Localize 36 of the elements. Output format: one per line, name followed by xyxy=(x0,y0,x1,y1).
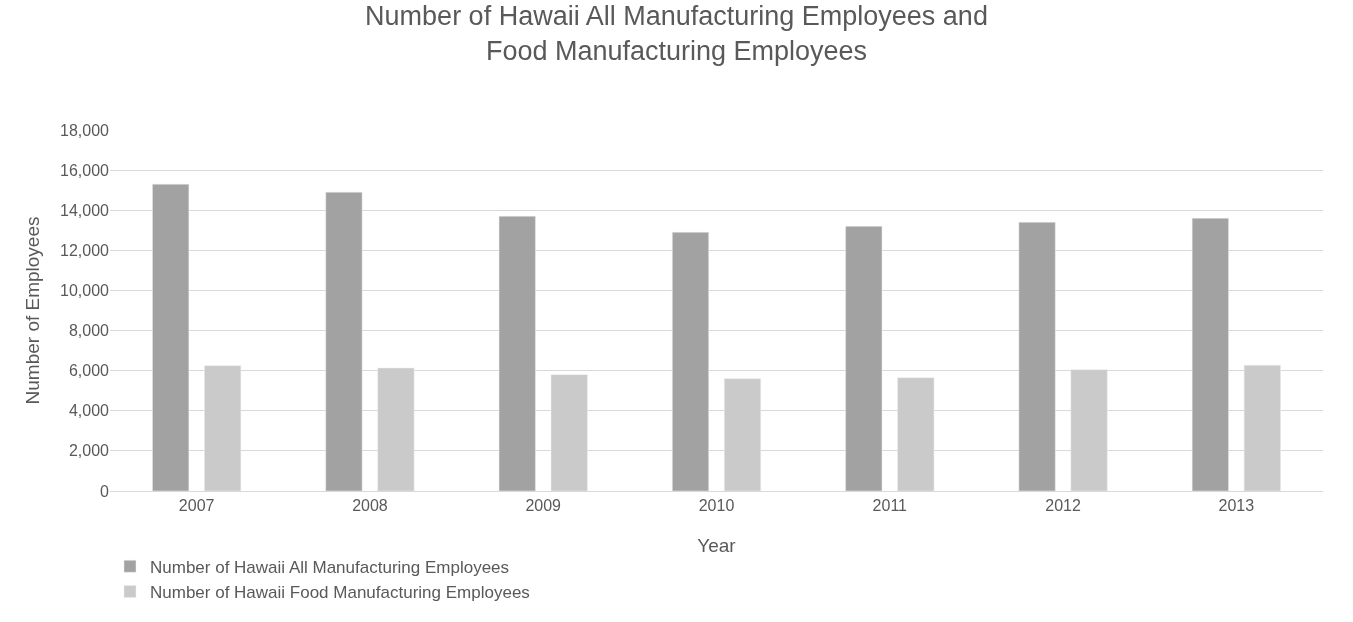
bar xyxy=(152,183,190,491)
bar xyxy=(1070,369,1108,491)
x-tick-label: 2008 xyxy=(352,497,388,515)
y-tick-label: 0 xyxy=(100,482,110,500)
bar xyxy=(550,374,588,491)
chart-title: Number of Hawaii All Manufacturing Employees and Food Manufacturing Employees xyxy=(365,0,988,66)
bar xyxy=(377,367,415,491)
y-axis-title: Number of Employees xyxy=(21,216,43,405)
x-tick-label: 2011 xyxy=(872,497,908,515)
x-tick-label: 2010 xyxy=(698,497,735,515)
y-tick-label: 4,000 xyxy=(68,402,110,420)
x-tick-label: 2009 xyxy=(525,497,562,515)
bar xyxy=(724,378,761,491)
bar xyxy=(672,232,709,491)
x-tick-label: 2012 xyxy=(1045,497,1081,515)
y-tick-label: 10,000 xyxy=(60,282,110,300)
x-tick-label: 2007 xyxy=(178,497,215,515)
y-tick-label: 8,000 xyxy=(68,322,110,340)
bar xyxy=(1191,217,1229,491)
bar xyxy=(845,226,883,491)
legend-label: Number of Hawaii Food Manufacturing Employees xyxy=(150,583,530,603)
bar xyxy=(325,191,363,491)
bar xyxy=(1018,222,1056,491)
y-tick-label: 16,000 xyxy=(60,161,110,179)
bar xyxy=(498,215,536,491)
y-tick-label: 14,000 xyxy=(60,201,110,219)
bar xyxy=(1243,365,1281,491)
bar xyxy=(897,377,935,491)
legend-label: Number of Hawaii All Manufacturing Employees xyxy=(150,557,510,577)
y-tick-label: 6,000 xyxy=(68,362,110,380)
x-axis-title: Year xyxy=(697,535,737,556)
y-tick-label: 2,000 xyxy=(68,442,110,460)
bar xyxy=(204,365,242,491)
x-tick-label: 2013 xyxy=(1218,497,1255,515)
y-tick-label: 18,000 xyxy=(60,121,110,139)
y-tick-label: 12,000 xyxy=(60,241,110,259)
